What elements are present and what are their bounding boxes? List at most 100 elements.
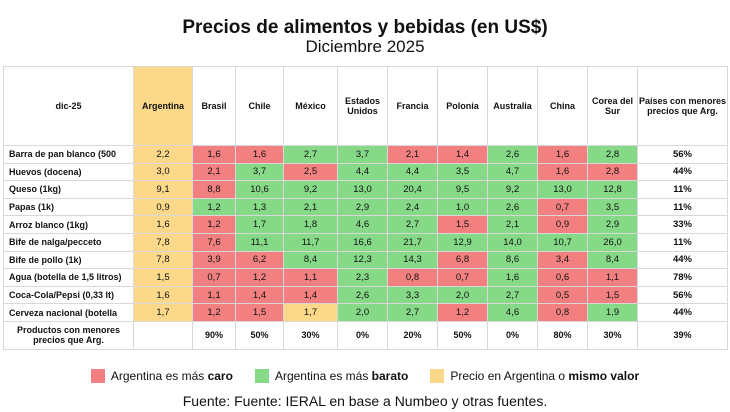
price-cell: 1,7	[235, 215, 284, 234]
price-cell: 2,2	[133, 145, 193, 164]
price-cell: 3,5	[587, 197, 638, 217]
price-cell: 1,2	[235, 268, 284, 287]
row-label: Agua (botella de 1,5 litros)	[3, 268, 134, 287]
legend-bold: barato	[371, 369, 409, 383]
price-cell: 7,8	[133, 232, 193, 252]
price-cell: 0,8	[537, 303, 588, 322]
footer-cell: 80%	[537, 320, 588, 350]
price-cell: 3,7	[337, 145, 388, 164]
price-cell: 3,5	[437, 162, 488, 182]
price-cell: 1,0	[437, 197, 488, 217]
price-cell: 21,7	[387, 232, 438, 252]
price-cell: 0,7	[537, 197, 588, 217]
price-cell: 0,5	[537, 285, 588, 305]
price-cell: 1,6	[133, 215, 193, 234]
price-cell: 1,2	[437, 303, 488, 322]
header-cell: Chile	[235, 66, 284, 146]
price-cell: 10,7	[537, 232, 588, 252]
price-cell: 1,3	[235, 197, 284, 217]
price-cell: 1,6	[133, 285, 193, 305]
price-cell: 1,7	[133, 303, 193, 322]
legend-text: Precio en Argentina o mismo valor	[450, 369, 639, 383]
price-cell: 14,3	[387, 250, 438, 270]
footer-cell: 30%	[587, 320, 638, 350]
price-cell: 13,0	[337, 180, 388, 199]
price-cell: 11,7	[283, 232, 338, 252]
percent-cell: 44%	[637, 250, 728, 270]
price-cell: 4,4	[337, 162, 388, 182]
row-label: Barra de pan blanco (500	[3, 145, 134, 164]
price-cell: 9,2	[487, 180, 538, 199]
price-cell: 2,9	[587, 215, 638, 234]
footer-cell: 30%	[283, 320, 338, 350]
legend-item: Precio en Argentina o mismo valor	[430, 369, 639, 383]
price-cell: 9,2	[283, 180, 338, 199]
price-cell: 14,0	[487, 232, 538, 252]
legend-swatch	[90, 369, 105, 383]
price-cell: 0,7	[437, 268, 488, 287]
percent-cell: 11%	[637, 180, 728, 199]
price-cell: 1,5	[437, 215, 488, 234]
price-cell: 2,1	[487, 215, 538, 234]
row-label: Cerveza nacional (botella	[3, 303, 134, 322]
legend-text: Argentina es más caro	[111, 369, 233, 383]
percent-cell: 11%	[637, 197, 728, 217]
price-cell: 1,2	[192, 303, 236, 322]
price-cell: 1,5	[235, 303, 284, 322]
row-label: Coca-Cola/Pepsi (0,33 lt)	[3, 285, 134, 305]
percent-cell: 44%	[637, 303, 728, 322]
price-cell: 1,5	[587, 285, 638, 305]
row-label: Papas (1k)	[3, 197, 134, 217]
price-cell: 3,0	[133, 162, 193, 182]
legend-label: Argentina es más	[110, 369, 208, 383]
header-cell: Francia	[387, 66, 438, 146]
row-label: Arroz blanco (1kg)	[3, 215, 134, 234]
price-cell: 1,9	[587, 303, 638, 322]
footer-cell: 0%	[337, 320, 388, 350]
price-cell: 1,1	[283, 268, 338, 287]
price-cell: 8,8	[192, 180, 236, 199]
row-label: Bife de nalga/pecceto	[3, 232, 134, 252]
price-cell: 2,7	[387, 215, 438, 234]
header-cell: Países con menores precios que Arg.	[637, 66, 728, 146]
price-cell: 1,6	[537, 162, 588, 182]
percent-cell: 44%	[637, 162, 728, 182]
price-cell: 13,0	[537, 180, 588, 199]
price-cell: 9,1	[133, 180, 193, 199]
footer-cell: 0%	[487, 320, 538, 350]
price-cell: 2,0	[437, 285, 488, 305]
price-cell: 8,4	[587, 250, 638, 270]
legend-item: Argentina es más caro	[90, 369, 233, 383]
legend-swatch	[430, 369, 445, 383]
row-label: Huevos (docena)	[3, 162, 134, 182]
legend-swatch	[254, 369, 269, 383]
footer-cell: 50%	[235, 320, 284, 350]
table-row: Papas (1k) 0,9 1,2 1,3 2,1 2,9 2,4 1,0 2,6 0,7 3,5…	[3, 197, 728, 217]
price-cell: 2,4	[387, 197, 438, 217]
row-label: Queso (1kg)	[3, 180, 134, 199]
price-cell: 12,9	[437, 232, 488, 252]
legend-text: Argentina es más barato	[275, 369, 408, 383]
header-cell: Australia	[487, 66, 538, 146]
price-cell: 3,4	[537, 250, 588, 270]
price-cell: 0,8	[387, 268, 438, 287]
header-cell: China	[537, 66, 588, 146]
table-row: Agua (botella de 1,5 litros) 1,5 0,7 1,2 1,1…	[3, 268, 728, 287]
price-cell: 1,6	[537, 145, 588, 164]
price-cell: 2,7	[283, 145, 338, 164]
table-row: Bife de nalga/pecceto 7,8 7,6 11,1 11,7 16,6 2…	[3, 232, 728, 252]
table-row: Arroz blanco (1kg) 1,6 1,2 1,7 1,8 4,6 2,7 1,5 2…	[3, 215, 728, 234]
price-cell: 4,4	[387, 162, 438, 182]
price-cell: 6,8	[437, 250, 488, 270]
price-cell: 2,8	[587, 162, 638, 182]
price-cell: 1,4	[437, 145, 488, 164]
footer-cell: 90%	[192, 320, 236, 350]
title: Precios de alimentos y bebidas (en US$)	[182, 17, 548, 38]
price-cell: 2,6	[487, 145, 538, 164]
price-cell: 2,6	[487, 197, 538, 217]
subtitle: Diciembre 2025	[305, 37, 425, 56]
price-cell: 2,7	[487, 285, 538, 305]
price-cell: 2,1	[283, 197, 338, 217]
price-cell: 1,6	[192, 145, 236, 164]
